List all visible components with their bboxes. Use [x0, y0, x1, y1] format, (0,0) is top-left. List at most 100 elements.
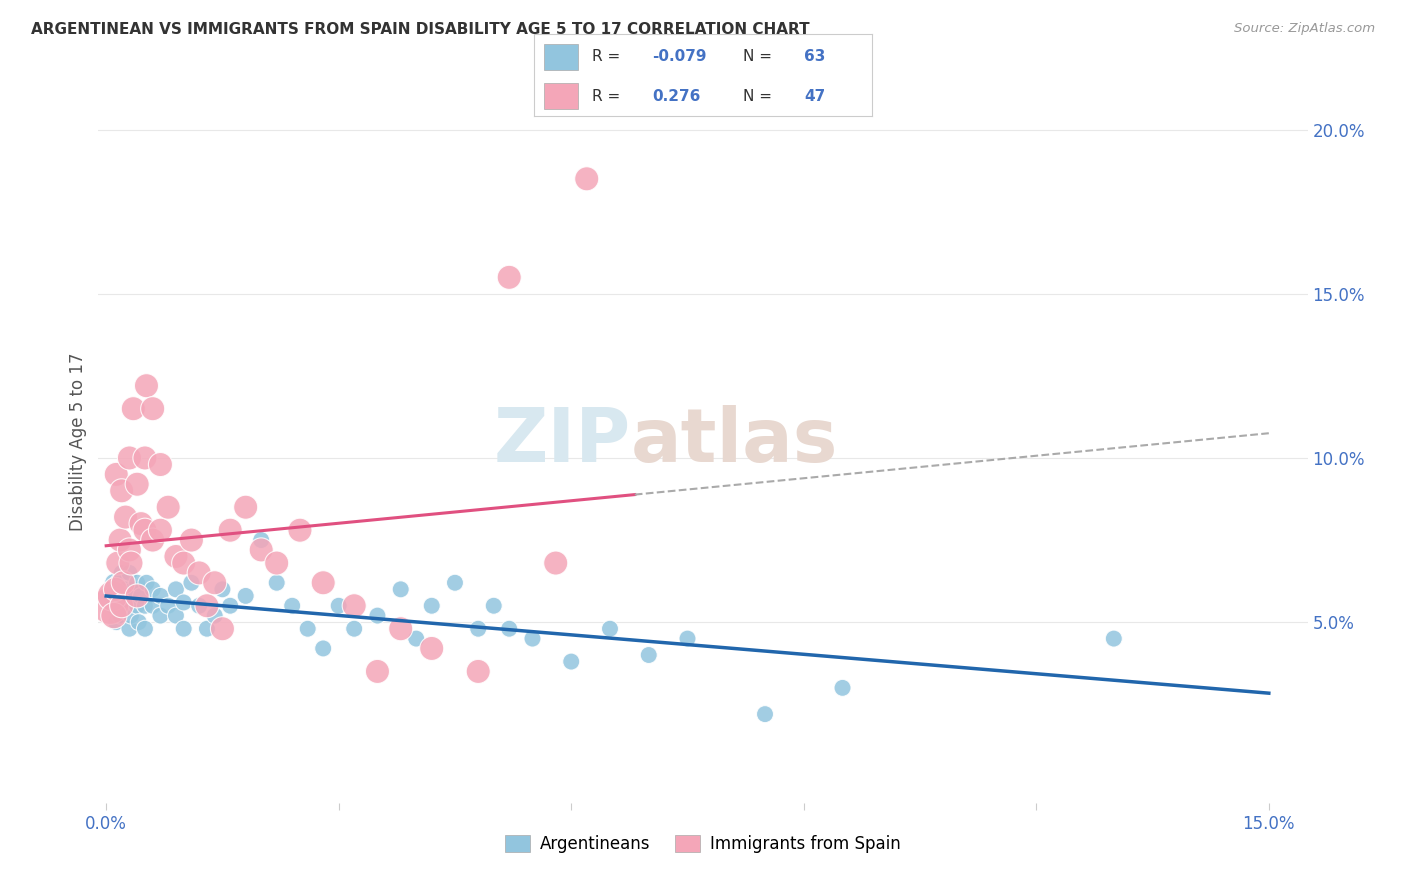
- Text: ZIP: ZIP: [494, 405, 630, 478]
- Text: -0.079: -0.079: [652, 49, 707, 64]
- Point: [599, 622, 621, 636]
- Point: [118, 589, 141, 603]
- Point: [134, 622, 156, 636]
- Text: atlas: atlas: [630, 405, 838, 478]
- Point: [467, 665, 489, 679]
- Point: [108, 533, 131, 547]
- Point: [105, 615, 128, 630]
- Point: [114, 582, 136, 597]
- Point: [211, 582, 233, 597]
- Point: [108, 608, 131, 623]
- Point: [129, 516, 152, 531]
- Point: [129, 589, 152, 603]
- Point: [389, 622, 412, 636]
- Point: [180, 575, 202, 590]
- Point: [142, 582, 165, 597]
- Point: [104, 582, 127, 597]
- Point: [157, 500, 180, 515]
- Point: [103, 608, 125, 623]
- Point: [754, 707, 776, 722]
- Point: [142, 533, 165, 547]
- Point: [120, 608, 142, 623]
- Point: [134, 450, 156, 465]
- Point: [122, 401, 145, 416]
- Point: [165, 549, 187, 564]
- Point: [111, 599, 134, 613]
- Point: [637, 648, 659, 662]
- Point: [312, 575, 335, 590]
- Point: [135, 575, 157, 590]
- Point: [250, 533, 273, 547]
- Point: [195, 599, 218, 613]
- Point: [173, 595, 195, 609]
- Point: [211, 622, 233, 636]
- Point: [498, 622, 520, 636]
- Point: [135, 378, 157, 392]
- Point: [118, 450, 141, 465]
- Point: [366, 608, 388, 623]
- Y-axis label: Disability Age 5 to 17: Disability Age 5 to 17: [69, 352, 87, 531]
- Point: [366, 665, 388, 679]
- Point: [575, 171, 598, 186]
- Text: R =: R =: [592, 49, 620, 64]
- Point: [134, 599, 156, 613]
- Point: [149, 523, 172, 537]
- Point: [173, 556, 195, 570]
- Point: [107, 595, 129, 609]
- Point: [180, 533, 202, 547]
- Point: [118, 542, 141, 557]
- Point: [114, 510, 136, 524]
- Point: [111, 483, 134, 498]
- Point: [522, 632, 544, 646]
- Point: [149, 589, 172, 603]
- Point: [219, 523, 242, 537]
- Text: 63: 63: [804, 49, 825, 64]
- Point: [134, 523, 156, 537]
- Point: [103, 575, 125, 590]
- Text: 47: 47: [804, 89, 825, 103]
- Point: [560, 655, 582, 669]
- Point: [173, 622, 195, 636]
- Point: [297, 622, 319, 636]
- Point: [142, 599, 165, 613]
- Point: [444, 575, 467, 590]
- Point: [107, 575, 129, 590]
- Point: [195, 622, 218, 636]
- Text: N =: N =: [744, 89, 772, 103]
- Point: [1102, 632, 1125, 646]
- Point: [127, 477, 149, 491]
- Point: [111, 566, 134, 580]
- Point: [266, 556, 288, 570]
- Point: [127, 589, 149, 603]
- Point: [149, 458, 172, 472]
- Point: [343, 599, 366, 613]
- Point: [112, 575, 135, 590]
- Point: [544, 556, 567, 570]
- FancyBboxPatch shape: [544, 83, 578, 110]
- Point: [312, 641, 335, 656]
- Text: 0.276: 0.276: [652, 89, 700, 103]
- Point: [104, 582, 127, 597]
- Point: [118, 566, 141, 580]
- Point: [235, 589, 257, 603]
- Point: [103, 599, 125, 613]
- Point: [142, 401, 165, 416]
- Point: [389, 582, 412, 597]
- Point: [676, 632, 699, 646]
- Point: [281, 599, 304, 613]
- Point: [122, 582, 145, 597]
- Text: ARGENTINEAN VS IMMIGRANTS FROM SPAIN DISABILITY AGE 5 TO 17 CORRELATION CHART: ARGENTINEAN VS IMMIGRANTS FROM SPAIN DIS…: [31, 22, 810, 37]
- Point: [219, 599, 242, 613]
- Point: [467, 622, 489, 636]
- Point: [482, 599, 505, 613]
- Point: [128, 615, 150, 630]
- Point: [420, 599, 443, 613]
- Point: [112, 599, 135, 613]
- Point: [288, 523, 311, 537]
- Point: [101, 589, 124, 603]
- Point: [498, 270, 520, 285]
- Point: [250, 542, 273, 557]
- Point: [127, 599, 149, 613]
- Point: [188, 566, 211, 580]
- Point: [204, 575, 226, 590]
